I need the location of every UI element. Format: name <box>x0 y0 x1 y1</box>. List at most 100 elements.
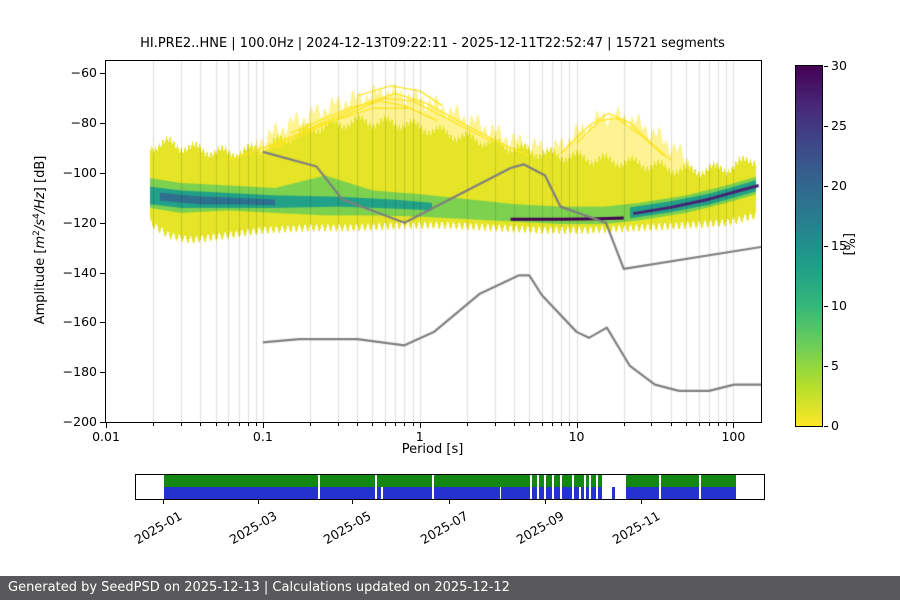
timeline-tick-label: 2025-11 <box>609 508 663 548</box>
timeline-gap <box>544 487 547 499</box>
timeline-tick-label: 2025-07 <box>417 508 471 548</box>
colorbar-tick-mark <box>824 66 828 67</box>
timeline-coverage-blue <box>163 487 737 499</box>
timeline-gap <box>583 487 586 499</box>
timeline-tick-mark <box>448 500 450 504</box>
x-minor-tick-mark <box>255 423 257 426</box>
timeline-tick-mark <box>351 500 353 504</box>
timeline-gap <box>551 487 554 499</box>
chart-title: HI.PRE2..HNE | 100.0Hz | 2024-12-13T09:2… <box>140 36 725 51</box>
timeline-gap <box>529 487 532 499</box>
colorbar-tick-mark <box>824 306 828 307</box>
x-tick-mark <box>733 423 735 428</box>
timeline-tick-mark <box>545 500 547 504</box>
timeline-gap <box>571 475 574 487</box>
x-tick-label: 0.1 <box>252 429 273 444</box>
timeline-gap <box>318 475 320 487</box>
y-axis-label-math: m <box>33 235 49 249</box>
x-minor-tick-mark <box>623 423 625 426</box>
x-minor-tick-mark <box>561 423 563 426</box>
timeline-coverage-green <box>163 475 737 487</box>
y-tick-mark <box>100 322 105 324</box>
timeline-gap <box>601 487 613 499</box>
timeline-gap <box>375 475 378 487</box>
y-tick-mark <box>100 372 105 374</box>
x-minor-tick-mark <box>466 423 468 426</box>
colorbar-tick-label: 5 <box>831 358 839 373</box>
x-minor-tick-mark <box>709 423 711 426</box>
y-tick-label: −200 <box>62 414 97 429</box>
y-axis-label-math: /Hz <box>33 192 49 214</box>
x-minor-tick-mark <box>552 423 554 426</box>
x-minor-tick-mark <box>412 423 414 426</box>
x-minor-tick-mark <box>494 423 496 426</box>
footer-text: Generated by SeedPSD on 2025-12-13 | Cal… <box>8 580 510 595</box>
x-minor-tick-mark <box>718 423 720 426</box>
timeline-gap <box>601 475 626 487</box>
timeline-tick-label: 2025-05 <box>320 508 374 548</box>
x-minor-tick-mark <box>541 423 543 426</box>
y-tick-mark <box>100 123 105 125</box>
timeline-gap <box>589 487 592 499</box>
x-minor-tick-mark <box>372 423 374 426</box>
timeline-gap <box>375 487 378 499</box>
x-minor-tick-mark <box>529 423 531 426</box>
x-minor-tick-mark <box>337 423 339 426</box>
timeline-gap <box>499 487 502 499</box>
ppsd-heatmap-canvas <box>106 61 761 422</box>
x-tick-mark <box>106 423 107 428</box>
x-minor-tick-mark <box>200 423 202 426</box>
y-axis-label-sup: 4 <box>31 213 42 219</box>
timeline-gap <box>559 487 562 499</box>
y-tick-label: −140 <box>62 264 97 280</box>
x-minor-tick-mark <box>215 423 217 426</box>
timeline-tick-mark <box>257 500 259 504</box>
colorbar-tick-label: 0 <box>831 418 839 433</box>
y-tick-mark <box>100 173 105 175</box>
x-tick-label: 100 <box>721 429 746 444</box>
x-tick-label: 10 <box>568 429 585 444</box>
x-tick-mark <box>262 423 264 428</box>
timeline-gap <box>614 487 626 499</box>
x-minor-tick-mark <box>247 423 249 426</box>
timeline-gap <box>595 475 598 487</box>
timeline-gap <box>431 487 434 499</box>
timeline-gap <box>318 487 320 499</box>
x-minor-tick-mark <box>395 423 397 426</box>
y-tick-mark <box>100 222 105 224</box>
x-minor-tick-mark <box>726 423 728 426</box>
timeline-row-blue <box>136 487 764 499</box>
colorbar-tick-label: 30 <box>831 58 847 73</box>
x-tick-label: 0.01 <box>92 429 120 444</box>
timeline-gap <box>699 475 702 487</box>
colorbar-tick-label: 25 <box>831 118 847 133</box>
x-tick-label: 1 <box>415 429 424 444</box>
colorbar-gradient <box>796 66 822 426</box>
timeline-gap <box>559 475 562 487</box>
colorbar-tick-label: 15 <box>831 238 847 253</box>
timeline-gap <box>551 475 554 487</box>
colorbar-tick-mark <box>824 186 828 187</box>
x-minor-tick-mark <box>228 423 230 426</box>
timeline-gap <box>380 487 383 499</box>
availability-timeline <box>135 474 765 500</box>
timeline-gap <box>536 487 539 499</box>
x-minor-tick-mark <box>686 423 688 426</box>
y-tick-label: −60 <box>70 65 97 81</box>
timeline-gap <box>659 487 661 499</box>
timeline-gap <box>659 475 661 487</box>
x-minor-tick-mark <box>384 423 386 426</box>
colorbar-tick-mark <box>824 426 828 427</box>
plot-area <box>105 60 762 423</box>
colorbar-tick-label: 10 <box>831 298 847 313</box>
footer-bar: Generated by SeedPSD on 2025-12-13 | Cal… <box>0 576 900 600</box>
x-minor-tick-mark <box>698 423 700 426</box>
x-minor-tick-mark <box>310 423 312 426</box>
timeline-gap <box>699 487 702 499</box>
timeline-gap <box>529 475 532 487</box>
x-minor-tick-mark <box>238 423 240 426</box>
x-minor-tick-mark <box>404 423 406 426</box>
colorbar-tick-mark <box>824 126 828 127</box>
x-minor-tick-mark <box>357 423 359 426</box>
